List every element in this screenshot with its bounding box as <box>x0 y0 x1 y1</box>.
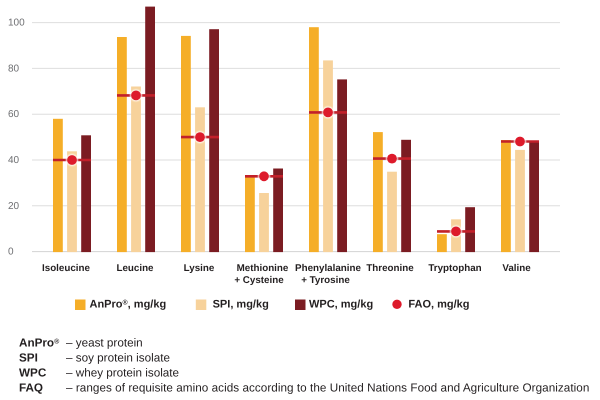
svg-text:Threonine: Threonine <box>366 263 414 274</box>
svg-text:Leucine: Leucine <box>116 263 154 274</box>
svg-text:FAQ: FAQ <box>19 382 43 395</box>
svg-text:– ranges of requisite amino ac: – ranges of requisite amino acids accord… <box>66 382 589 395</box>
svg-text:+ Cysteine: + Cysteine <box>234 275 284 286</box>
svg-text:– soy protein isolate: – soy protein isolate <box>66 352 170 365</box>
svg-text:– whey protein isolate: – whey protein isolate <box>66 367 179 380</box>
svg-text:AnPro®, mg/kg: AnPro®, mg/kg <box>90 299 167 311</box>
svg-text:Valine: Valine <box>502 263 531 274</box>
svg-text:WPC: WPC <box>19 367 47 380</box>
svg-text:SPI: SPI <box>19 352 38 365</box>
svg-text:100: 100 <box>8 18 25 29</box>
svg-text:– yeast protein: – yeast protein <box>66 337 143 350</box>
svg-text:Isoleucine: Isoleucine <box>42 263 90 274</box>
svg-text:Methionine: Methionine <box>237 263 289 274</box>
svg-text:WPC, mg/kg: WPC, mg/kg <box>309 299 373 311</box>
svg-text:AnPro®: AnPro® <box>19 337 60 350</box>
svg-text:60: 60 <box>8 109 20 120</box>
svg-text:Phenylalanine: Phenylalanine <box>295 263 361 274</box>
svg-text:80: 80 <box>8 63 20 74</box>
svg-text:20: 20 <box>8 201 20 212</box>
svg-text:0: 0 <box>8 247 14 258</box>
svg-text:SPI, mg/kg: SPI, mg/kg <box>213 299 269 311</box>
svg-text:FAO, mg/kg: FAO, mg/kg <box>408 299 469 311</box>
svg-text:Lysine: Lysine <box>184 263 215 274</box>
svg-text:40: 40 <box>8 155 20 166</box>
svg-text:Tryptophan: Tryptophan <box>428 263 481 274</box>
svg-text:+ Tyrosine: + Tyrosine <box>301 275 350 286</box>
